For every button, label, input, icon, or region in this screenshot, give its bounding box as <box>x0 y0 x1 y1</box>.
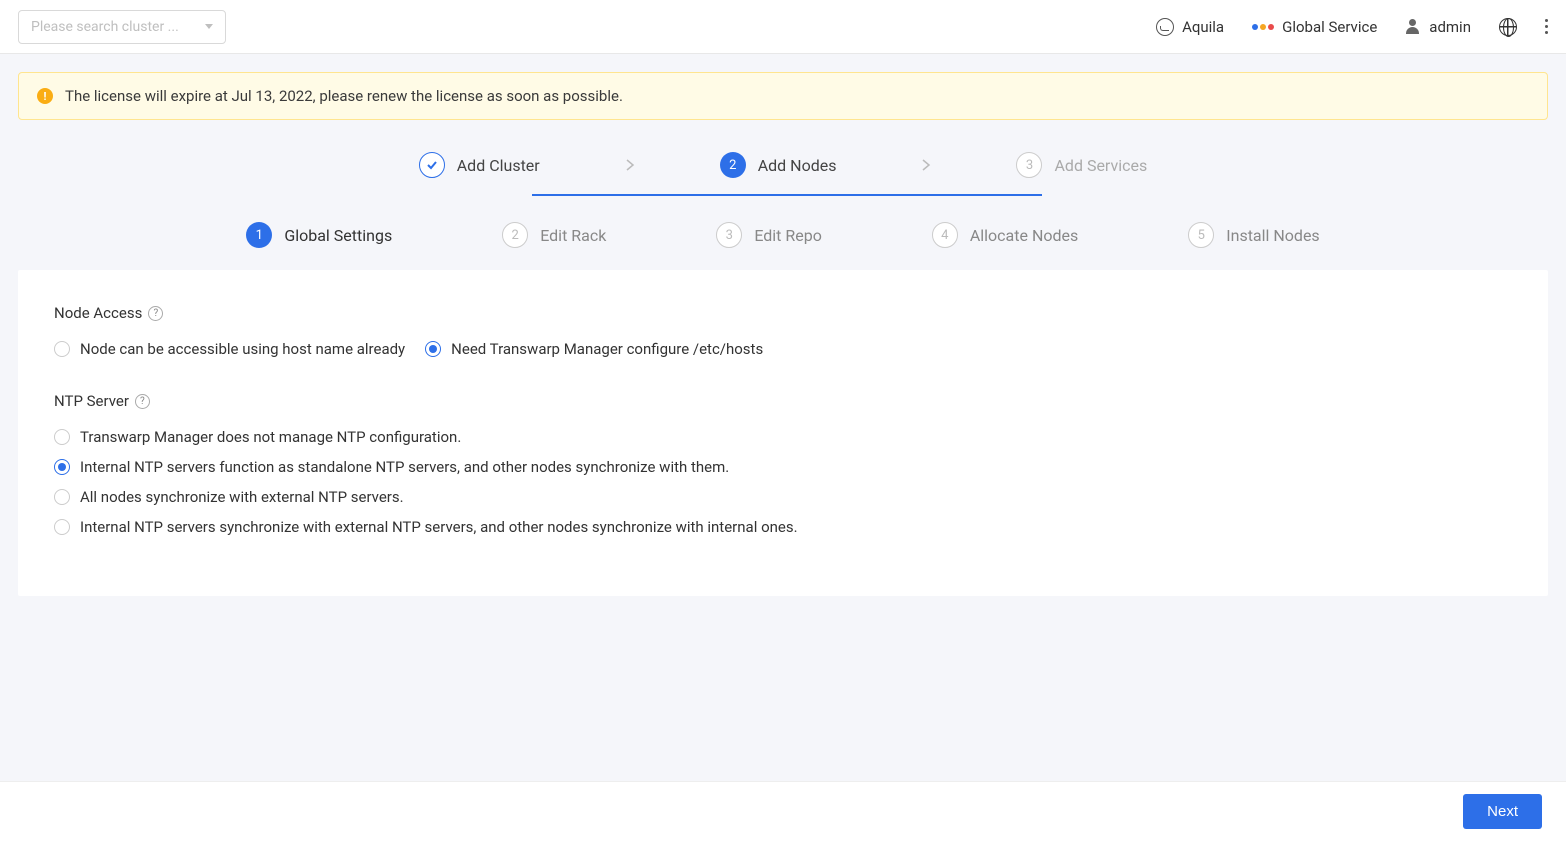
warning-icon: ! <box>37 88 53 104</box>
radio-ntp-internal-standalone[interactable]: Internal NTP servers function as standal… <box>54 458 1512 476</box>
substep-label: Edit Repo <box>754 226 822 245</box>
radio-label: Transwarp Manager does not manage NTP co… <box>80 428 461 446</box>
node-access-options: Node can be accessible using host name a… <box>54 340 1512 358</box>
active-step-underline <box>532 194 1042 196</box>
substep-label: Edit Rack <box>540 226 606 245</box>
substep-circle: 4 <box>932 222 958 248</box>
step-circle: 3 <box>1016 152 1042 178</box>
section-title-node-access: Node Access ? <box>54 304 1512 322</box>
nav-user-label: admin <box>1429 18 1471 36</box>
step-circle-check-icon <box>419 152 445 178</box>
radio-icon <box>54 519 70 535</box>
ntp-server-options: Transwarp Manager does not manage NTP co… <box>54 428 1512 536</box>
header-right: Aquila Global Service admin <box>1156 18 1548 36</box>
section-title-text: NTP Server <box>54 392 129 410</box>
stepper-main: Add Cluster 2 Add Nodes 3 Add Services <box>18 138 1548 194</box>
page-body: ! The license will expire at Jul 13, 202… <box>0 54 1566 614</box>
language-icon[interactable] <box>1499 18 1517 36</box>
substep-global-settings[interactable]: 1 Global Settings <box>246 222 392 248</box>
next-button[interactable]: Next <box>1463 794 1542 829</box>
radio-label: Need Transwarp Manager configure /etc/ho… <box>451 340 763 358</box>
help-icon[interactable]: ? <box>148 306 163 321</box>
radio-label: Node can be accessible using host name a… <box>80 340 405 358</box>
substep-circle: 2 <box>502 222 528 248</box>
substep-circle: 5 <box>1188 222 1214 248</box>
footer-bar: Next <box>0 781 1566 841</box>
help-icon[interactable]: ? <box>135 394 150 409</box>
nav-aquila-label: Aquila <box>1182 18 1224 36</box>
stepper-sub: 1 Global Settings 2 Edit Rack 3 Edit Rep… <box>18 196 1548 270</box>
step-label: Add Nodes <box>758 156 837 175</box>
stepper-area: Add Cluster 2 Add Nodes 3 Add Services 1… <box>18 138 1548 270</box>
step-add-nodes[interactable]: 2 Add Nodes <box>720 152 837 194</box>
section-title-text: Node Access <box>54 304 142 322</box>
settings-panel: Node Access ? Node can be accessible usi… <box>18 270 1548 596</box>
nav-user[interactable]: admin <box>1405 18 1471 36</box>
dot-icon <box>1252 24 1258 30</box>
substep-edit-repo[interactable]: 3 Edit Repo <box>716 222 822 248</box>
radio-ntp-none[interactable]: Transwarp Manager does not manage NTP co… <box>54 428 1512 446</box>
radio-ntp-external[interactable]: All nodes synchronize with external NTP … <box>54 488 1512 506</box>
section-title-ntp-server: NTP Server ? <box>54 392 1512 410</box>
nav-global-service-label: Global Service <box>1282 18 1377 36</box>
step-label: Add Services <box>1054 156 1147 175</box>
step-circle: 2 <box>720 152 746 178</box>
user-icon <box>1405 19 1421 35</box>
chevron-down-icon <box>205 24 213 29</box>
dot-icon <box>1260 24 1266 30</box>
radio-icon <box>54 429 70 445</box>
substep-circle: 1 <box>246 222 272 248</box>
substep-allocate-nodes[interactable]: 4 Allocate Nodes <box>932 222 1078 248</box>
global-service-icon <box>1252 24 1274 30</box>
radio-label: All nodes synchronize with external NTP … <box>80 488 404 506</box>
radio-icon <box>54 459 70 475</box>
nav-global-service[interactable]: Global Service <box>1252 18 1377 36</box>
radio-icon <box>54 341 70 357</box>
step-label: Add Cluster <box>457 156 540 175</box>
license-alert-text: The license will expire at Jul 13, 2022,… <box>65 87 623 105</box>
radio-icon <box>425 341 441 357</box>
step-separator <box>836 158 1016 188</box>
search-cluster-placeholder: Please search cluster ... <box>31 19 179 35</box>
radio-icon <box>54 489 70 505</box>
substep-circle: 3 <box>716 222 742 248</box>
substep-install-nodes[interactable]: 5 Install Nodes <box>1188 222 1319 248</box>
more-icon[interactable] <box>1545 19 1548 34</box>
aquila-icon <box>1156 18 1174 36</box>
substep-label: Global Settings <box>284 226 392 245</box>
step-separator <box>540 158 720 188</box>
nav-aquila[interactable]: Aquila <box>1156 18 1224 36</box>
substep-label: Install Nodes <box>1226 226 1319 245</box>
license-alert: ! The license will expire at Jul 13, 202… <box>18 72 1548 120</box>
dot-icon <box>1268 24 1274 30</box>
substep-edit-rack[interactable]: 2 Edit Rack <box>502 222 606 248</box>
search-cluster-select[interactable]: Please search cluster ... <box>18 10 226 44</box>
substep-label: Allocate Nodes <box>970 226 1078 245</box>
radio-label: Internal NTP servers synchronize with ex… <box>80 518 798 536</box>
step-add-services[interactable]: 3 Add Services <box>1016 152 1147 194</box>
step-add-cluster[interactable]: Add Cluster <box>419 152 540 194</box>
radio-ntp-internal-external[interactable]: Internal NTP servers synchronize with ex… <box>54 518 1512 536</box>
header: Please search cluster ... Aquila Global … <box>0 0 1566 54</box>
radio-label: Internal NTP servers function as standal… <box>80 458 729 476</box>
radio-node-access-etchosts[interactable]: Need Transwarp Manager configure /etc/ho… <box>425 340 763 358</box>
radio-node-access-hostname[interactable]: Node can be accessible using host name a… <box>54 340 405 358</box>
